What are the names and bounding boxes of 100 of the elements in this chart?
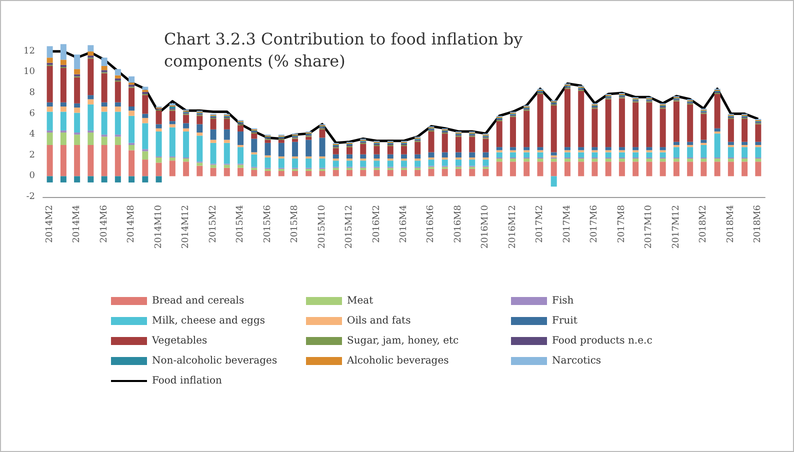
bar (496, 158, 502, 162)
bar (46, 102, 53, 107)
bar (442, 134, 448, 152)
bar (183, 158, 190, 162)
bar (605, 147, 612, 150)
bar (196, 136, 203, 162)
bar (455, 152, 462, 158)
bar (524, 158, 530, 162)
bar (332, 170, 339, 176)
bar (660, 162, 666, 176)
bar (292, 156, 298, 159)
bar (728, 119, 734, 142)
bar (169, 121, 176, 124)
bar (142, 123, 148, 150)
bar (374, 146, 380, 154)
bar (537, 162, 544, 176)
bar (142, 118, 148, 124)
bar (169, 124, 176, 128)
bar (238, 147, 244, 164)
bar (292, 171, 298, 176)
x-tick-label: 2014M10 (154, 204, 164, 249)
bar (428, 157, 434, 160)
bar (278, 158, 284, 168)
bar (524, 152, 530, 158)
x-tick-label: 2017M4 (562, 204, 572, 243)
bar (60, 130, 66, 133)
bar (728, 147, 734, 158)
bar (673, 147, 680, 158)
bar (755, 124, 762, 142)
bar (224, 140, 230, 143)
bar (537, 94, 544, 148)
bar (210, 168, 216, 176)
bar (74, 145, 80, 176)
bar (88, 130, 94, 133)
bar (496, 147, 502, 150)
bar (700, 114, 707, 140)
bar (618, 158, 625, 162)
bar (114, 112, 121, 135)
x-tick-label: 2015M8 (290, 204, 300, 243)
bar (578, 158, 584, 162)
legend-label: Food products n.e.c (552, 336, 653, 346)
x-tick-label: 2015M10 (317, 204, 328, 249)
bar (142, 86, 148, 90)
bar (742, 119, 748, 142)
bar (673, 158, 680, 162)
bar (88, 51, 94, 56)
bar (618, 152, 625, 158)
bar (128, 76, 135, 83)
bar (550, 158, 557, 162)
bar (592, 147, 598, 150)
bar (428, 131, 434, 152)
bar (550, 105, 557, 152)
bar (60, 112, 66, 130)
bar (88, 58, 94, 96)
bar (755, 158, 762, 162)
bar (632, 147, 639, 150)
bar (360, 154, 366, 159)
bar (428, 152, 434, 158)
bar (264, 140, 271, 143)
bar (742, 142, 748, 145)
bar (537, 152, 544, 158)
bar (128, 110, 135, 116)
x-tick-label: 2014M8 (126, 204, 137, 243)
bar (714, 134, 720, 158)
bar (238, 125, 244, 132)
bar (88, 132, 94, 145)
legend-label: Vegetables (151, 336, 208, 346)
bar (714, 158, 720, 162)
y-tick-label: 8 (29, 88, 36, 98)
bar (224, 119, 230, 130)
bar (496, 152, 502, 158)
x-tick-label: 2017M12 (671, 205, 682, 249)
bar (114, 145, 121, 176)
bar (524, 162, 530, 176)
bar (306, 171, 312, 176)
bar (60, 145, 66, 176)
bar (524, 110, 530, 148)
bar (238, 168, 244, 176)
bar (114, 69, 121, 76)
bar (278, 156, 284, 159)
bar (74, 108, 80, 113)
bar (60, 68, 66, 102)
bar (88, 176, 94, 182)
bar (510, 152, 516, 158)
bar (469, 157, 476, 160)
bar (646, 162, 652, 176)
bar (387, 146, 394, 154)
bar (605, 162, 612, 176)
bar (251, 170, 258, 176)
bar (482, 160, 489, 166)
bar (238, 131, 244, 145)
bar (496, 121, 502, 148)
bar (88, 95, 94, 100)
bar (605, 158, 612, 162)
legend-label: Sugar, jam, honey, etc (347, 336, 460, 346)
bar (278, 142, 284, 156)
bar (578, 147, 584, 150)
legend-label: Meat (347, 296, 374, 306)
bar (742, 162, 748, 176)
bar (632, 152, 639, 158)
